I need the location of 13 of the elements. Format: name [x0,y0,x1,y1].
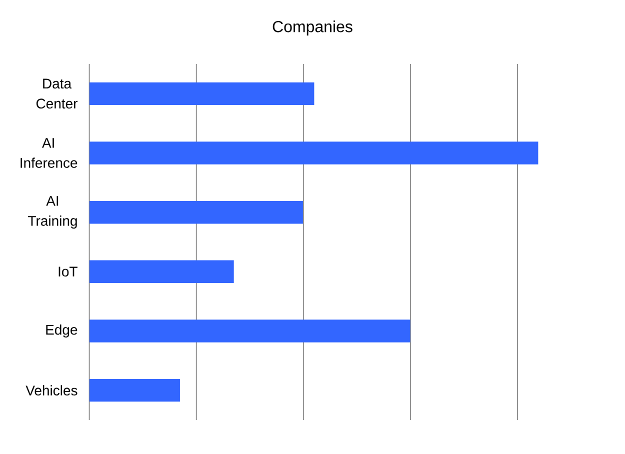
y-tick-label: Vehicles [26,385,78,396]
bar [89,200,303,224]
y-tick-label: Edge [46,324,78,338]
bar [89,320,410,342]
bar [89,378,180,402]
y-tick-label: IoT [58,266,78,277]
y-tick-label: Data Center [36,78,78,109]
bar [89,142,538,164]
bar [89,260,234,284]
bar [89,82,314,106]
y-tick-label: AI Training [28,196,77,229]
chart-title: Companies [272,20,352,36]
y-tick-label: AI Inference [20,138,78,168]
